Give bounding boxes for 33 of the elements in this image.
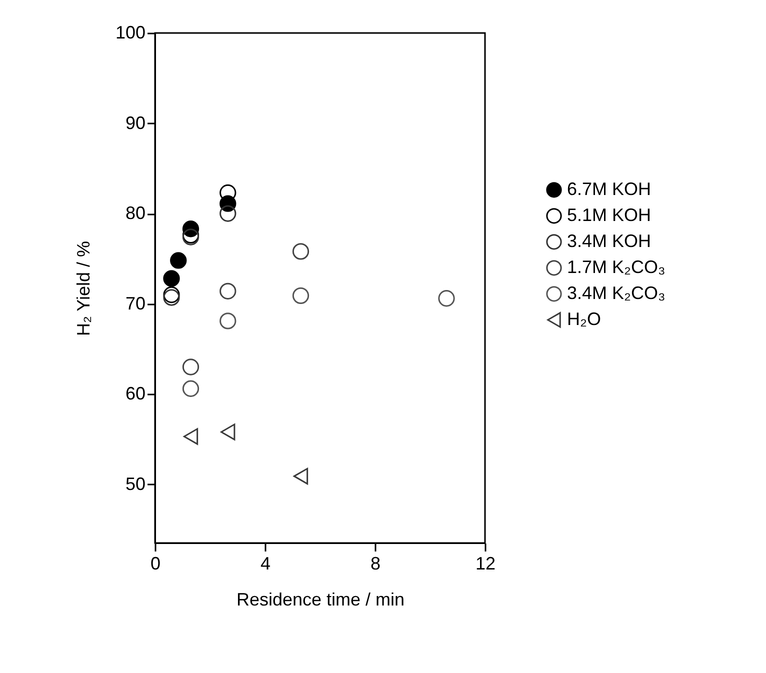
- legend-label: 6.7M KOH: [567, 178, 652, 199]
- point: [220, 424, 236, 440]
- legend-label: 5.1M KOH: [567, 204, 652, 225]
- x-tick-label: 8: [370, 554, 381, 574]
- y-tick-label: 90: [125, 112, 146, 133]
- point: [163, 289, 180, 306]
- y-tick-label: 50: [125, 474, 146, 494]
- point: [170, 252, 187, 269]
- x-axis-title: Residence time / min: [236, 590, 405, 610]
- point: [438, 290, 455, 307]
- point: [292, 287, 310, 304]
- x-tick-label: 0: [150, 554, 161, 574]
- point: [163, 270, 180, 287]
- x-tick-label: 4: [260, 554, 271, 574]
- point: [163, 286, 180, 304]
- x-tick-label: 12: [475, 554, 496, 574]
- point: [293, 468, 308, 485]
- point: [220, 312, 236, 330]
- y-tick-label: 100: [115, 22, 146, 42]
- y-tick-label: 80: [125, 203, 146, 224]
- legend-label: H₂O: [567, 308, 601, 329]
- point: [182, 380, 200, 397]
- legend-label: 3.4M K₂CO₃: [567, 282, 666, 303]
- legend-label: 3.4M KOH: [567, 230, 652, 251]
- y-axis-title: H₂ Yield / %: [73, 240, 94, 336]
- point: [220, 205, 236, 222]
- y-tick-label: 70: [125, 293, 146, 314]
- point: [183, 428, 198, 445]
- point: [292, 243, 310, 260]
- y-tick-label: 60: [125, 384, 146, 404]
- legend-label: 1.7M K₂CO₃: [567, 256, 666, 277]
- point: [182, 358, 200, 376]
- point: [220, 282, 236, 300]
